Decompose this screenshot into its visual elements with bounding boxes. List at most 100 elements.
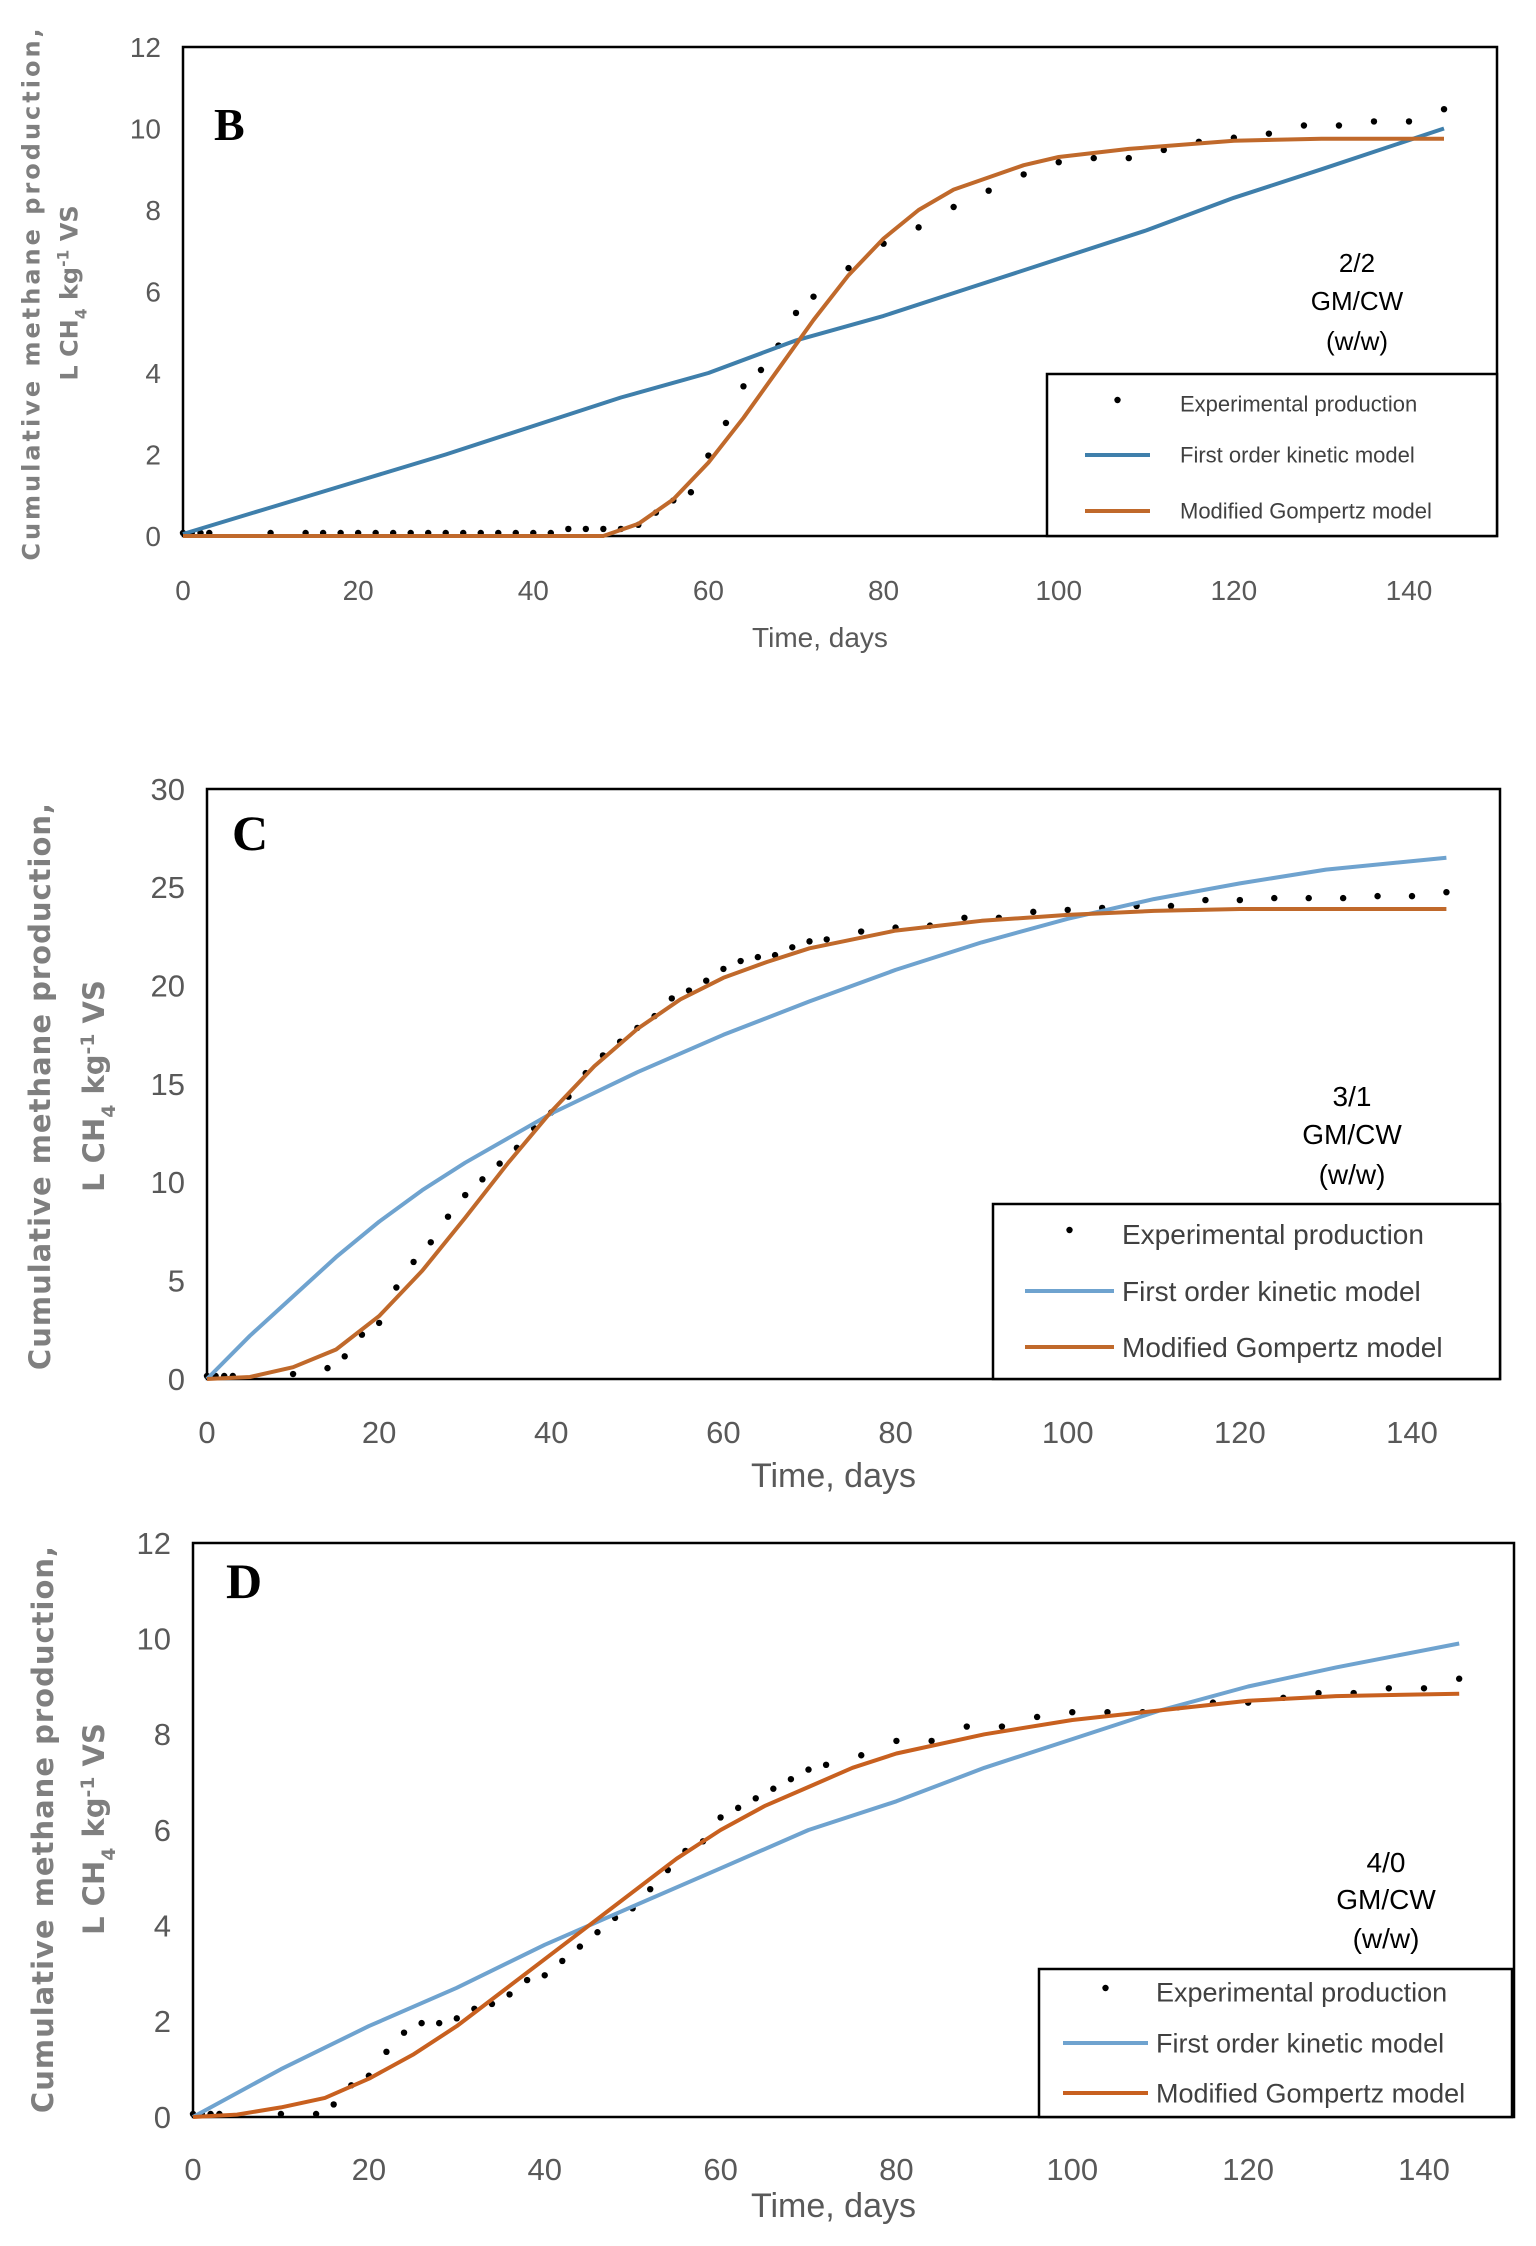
panel-label: B [214, 99, 245, 150]
experimental-data-point [341, 1353, 348, 1360]
x-tick-label: 120 [1222, 2152, 1274, 2187]
experimental-data-point [858, 1752, 865, 1759]
experimental-data-point [950, 203, 957, 211]
legend-entry-label: Experimental production [1122, 1219, 1424, 1250]
experimental-data-point [792, 309, 800, 317]
experimental-data-point [687, 489, 695, 496]
experimental-data-point [462, 1191, 469, 1199]
gompertz-model-line [183, 136, 1444, 538]
mixture-annotation: 3/1 [1333, 1081, 1372, 1112]
legend: Experimental production First order kinet… [1045, 372, 1499, 538]
experimental-data-point [1236, 896, 1244, 904]
experimental-data-point [1339, 894, 1347, 902]
chart-panel-C: 0 5 10 15 20 25 30 0 20 40 60 80 100 120 140 Time, days… [23, 772, 1502, 1495]
y-tick-label: 4 [145, 358, 161, 389]
experimental-data-point [600, 525, 607, 533]
legend: Experimental production First order kinet… [991, 1202, 1502, 1381]
y-tick-label: 10 [137, 1622, 171, 1657]
experimental-data-point [523, 1976, 531, 1984]
y-axis-title-part: 4 [99, 1105, 120, 1118]
experimental-data-point [418, 2019, 425, 2027]
experimental-data-point [1335, 122, 1343, 129]
legend-entry-label: Experimental production [1180, 392, 1417, 417]
legend-entry-label: First order kinetic model [1156, 2028, 1444, 2058]
x-tick-label: 0 [198, 1415, 215, 1450]
x-tick-label: 40 [518, 575, 549, 606]
x-axis-title: Time, days [752, 622, 888, 653]
y-axis-title-part: kg [77, 1054, 111, 1104]
experimental-data-point [805, 1766, 812, 1773]
experimental-data-point [582, 525, 590, 533]
experimental-data-point [754, 953, 762, 961]
y-axis-title-line2: L CH4 kg-1 VS [77, 980, 120, 1192]
legend-entry-label: Modified Gompertz model [1156, 2078, 1465, 2108]
experimental-data-point [1055, 158, 1062, 166]
y-axis-title-part: -1 [78, 1034, 99, 1055]
y-tick-label: 10 [130, 113, 161, 144]
experimental-data-point [787, 1775, 795, 1783]
experimental-data-point [496, 1160, 503, 1167]
mixture-annotation: 4/0 [1367, 1847, 1406, 1878]
y-axis-title-line1: Cumulative methane production, [23, 802, 57, 1370]
y-tick-label: 12 [130, 32, 161, 63]
plot-area-border [181, 45, 1499, 538]
experimental-data-point [1064, 906, 1071, 914]
y-tick-label: 5 [168, 1264, 185, 1299]
x-tick-label: 20 [352, 2152, 386, 2187]
experimental-data-point [1305, 894, 1312, 902]
experimental-data-point [565, 525, 572, 533]
experimental-data-point [427, 1239, 434, 1246]
experimental-data-point [559, 1957, 566, 1965]
experimental-data-point [400, 2029, 408, 2036]
experimental-data-point [998, 1723, 1006, 1730]
y-axis-title-part: -1 [78, 1777, 99, 1798]
y-tick-label: 25 [151, 870, 185, 905]
experimental-data-point [737, 957, 744, 965]
y-tick-label: 12 [137, 1526, 171, 1561]
experimental-data-point [1370, 118, 1378, 125]
y-tick-label: 0 [145, 521, 161, 552]
y-axis-title-part: -1 [54, 250, 72, 267]
y-axis-title-part: L CH [77, 1118, 111, 1192]
legend-entry-label: First order kinetic model [1180, 443, 1415, 468]
plot-area-border [191, 1541, 1516, 2119]
experimental-data-point [985, 187, 992, 194]
x-tick-label: 20 [343, 575, 374, 606]
experimental-data-point [752, 1795, 759, 1802]
experimental-data-point [770, 1785, 777, 1792]
y-tick-label: 8 [154, 1717, 171, 1752]
y-tick-label: 2 [154, 2004, 171, 2039]
legend-marker-point [1102, 1984, 1109, 1992]
experimental-data-point [823, 936, 830, 943]
experimental-data-point [1405, 118, 1413, 125]
experimental-data-point [1455, 1675, 1463, 1682]
experimental-data-point [330, 2101, 337, 2108]
x-tick-label: 20 [362, 1415, 396, 1450]
y-axis-title-part: VS [77, 1723, 111, 1776]
experimental-data-point [1315, 1689, 1322, 1697]
experimental-data-point [1020, 171, 1027, 178]
mixture-annotation: (w/w) [1326, 326, 1388, 356]
mixture-annotation: GM/CW [1311, 286, 1404, 316]
experimental-data-point [1167, 902, 1175, 910]
y-tick-label: 30 [151, 772, 185, 807]
experimental-data-point [717, 1814, 724, 1821]
experimental-data-point [961, 914, 968, 921]
y-tick-label: 10 [151, 1165, 185, 1200]
experimental-data-point [915, 224, 922, 231]
legend-entry-label: First order kinetic model [1122, 1276, 1421, 1307]
y-axis-title-part: kg [77, 1797, 111, 1847]
experimental-data-point [1443, 889, 1450, 896]
experimental-data-point [740, 383, 747, 390]
y-tick-label: 4 [154, 1909, 171, 1944]
experimental-data-point [1420, 1685, 1428, 1692]
experimental-data-point [444, 1213, 452, 1220]
y-axis-title-line2: L CH4 kg-1 VS [77, 1723, 120, 1935]
experimental-data-point [277, 2110, 285, 2118]
x-tick-label: 0 [184, 2152, 201, 2187]
panel-label: C [232, 805, 268, 861]
experimental-data-point [705, 452, 712, 459]
experimental-data-point [375, 1319, 383, 1327]
x-tick-label: 0 [175, 575, 191, 606]
experimental-data-point [1033, 1713, 1041, 1721]
